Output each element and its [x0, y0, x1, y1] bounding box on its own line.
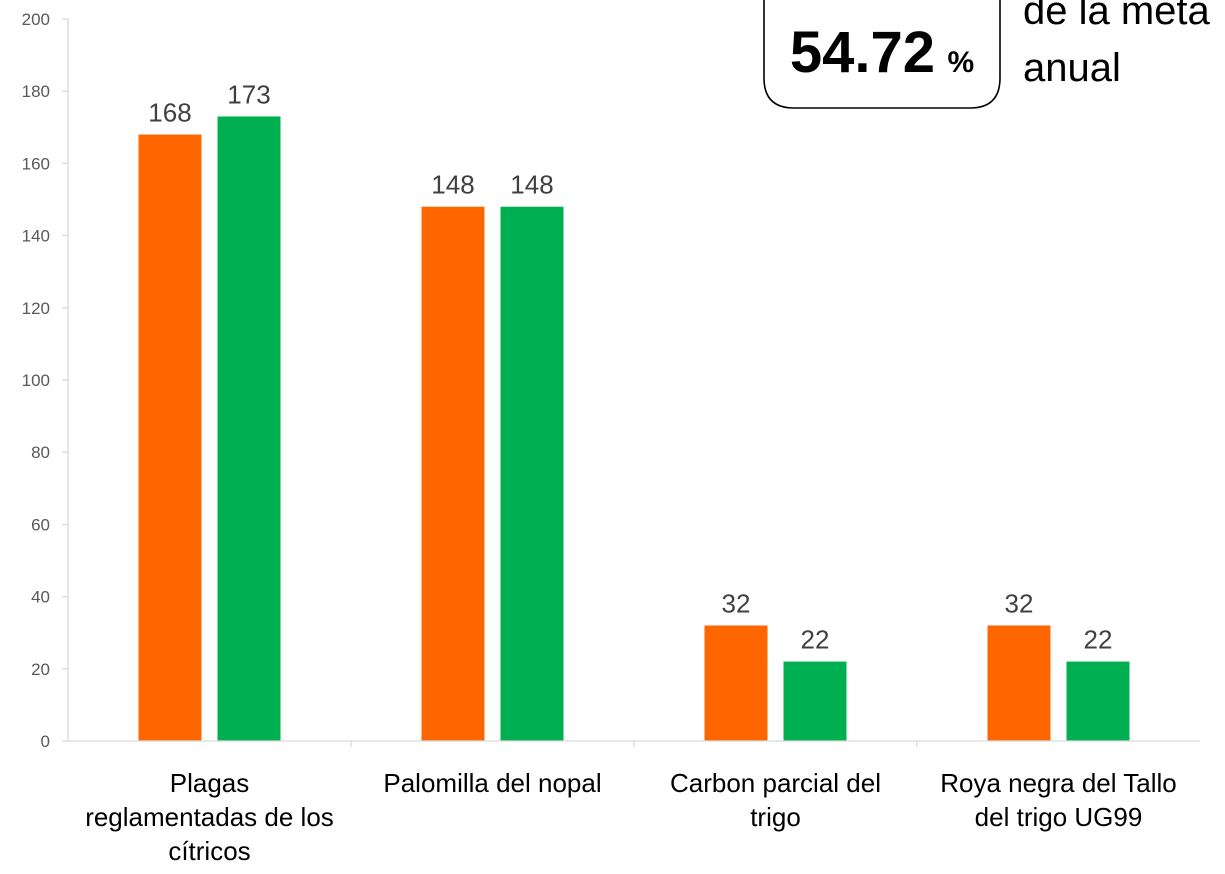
y-tick-label: 160: [22, 154, 50, 173]
data-label: 168: [148, 98, 191, 128]
y-tick-label: 140: [22, 227, 50, 246]
goal-callout: 54.72 % de la meta anual: [763, 0, 1211, 109]
callout-value: 54.72: [790, 20, 935, 85]
bars: [138, 116, 1130, 742]
callout-text-line1: de la meta: [1023, 0, 1211, 33]
x-category-label: Roya negra del Tallo del trigo UG99: [940, 768, 1177, 832]
bar: [138, 134, 202, 741]
x-category-label-line: Roya negra del Tallo: [940, 768, 1177, 798]
y-tick-label: 120: [22, 299, 50, 318]
x-category-label-line: trigo: [750, 802, 801, 832]
x-category-label-line: Plagas: [170, 768, 250, 798]
x-category-label: Carbon parcial del trigo: [670, 768, 881, 832]
y-tick-label: 80: [31, 443, 50, 462]
bar: [1066, 661, 1130, 741]
data-label: 32: [1005, 588, 1034, 618]
bar: [500, 206, 564, 742]
y-tick-label: 40: [31, 588, 50, 607]
data-label: 22: [801, 625, 830, 655]
y-tick-label: 20: [31, 660, 50, 679]
callout-unit: %: [947, 46, 974, 79]
x-category-label: Plagas reglamentadas de los cítricos: [85, 768, 334, 866]
data-label: 32: [722, 588, 751, 618]
x-category-label-line: Palomilla del nopal: [383, 768, 601, 798]
callout-text-line2: anual: [1023, 46, 1121, 90]
bar: [704, 625, 768, 741]
callout-box: [763, 0, 1001, 109]
y-tick-label: 180: [22, 82, 50, 101]
x-axis: Plagas reglamentadas de los cítricos Palomi…: [68, 740, 1200, 866]
y-axis: 0 20 40 60 80 100 120 140 160 180 200: [22, 10, 69, 751]
bar: [783, 661, 847, 741]
x-category-label: Palomilla del nopal: [383, 768, 601, 798]
y-tick-label: 0: [41, 732, 50, 751]
x-category-label-line: cítricos: [168, 836, 250, 866]
bar: [421, 206, 485, 742]
y-tick-label: 200: [22, 10, 50, 29]
data-label: 22: [1084, 625, 1113, 655]
x-category-label-line: reglamentadas de los: [85, 802, 334, 832]
x-category-label-line: del trigo UG99: [975, 802, 1143, 832]
data-label: 148: [510, 170, 553, 200]
data-label: 173: [227, 79, 270, 109]
x-category-label-line: Carbon parcial del: [670, 768, 881, 798]
bar: [987, 625, 1051, 741]
data-label: 148: [431, 170, 474, 200]
y-tick-label: 100: [22, 371, 50, 390]
data-labels: 168 173 148 148 32 22 32 22: [148, 79, 1112, 654]
y-tick-label: 60: [31, 515, 50, 534]
bar: [217, 116, 281, 742]
svg-text:54.72 %: 54.72 %: [790, 20, 974, 85]
